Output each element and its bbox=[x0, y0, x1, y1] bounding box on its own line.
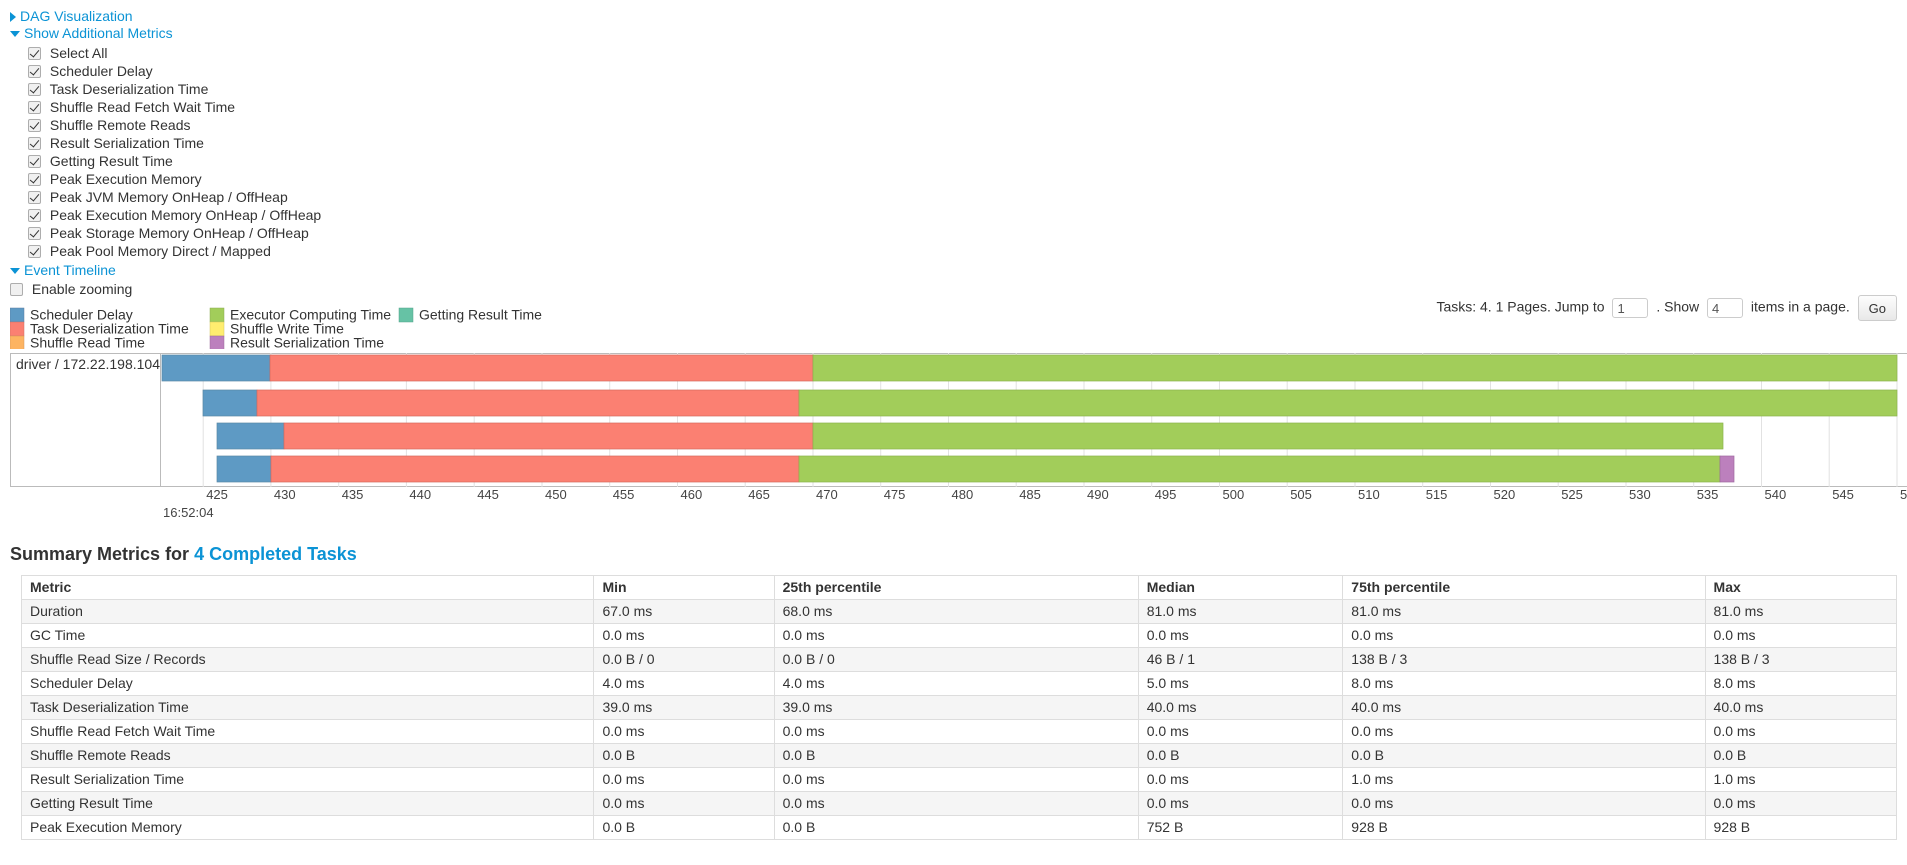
svg-text:465: 465 bbox=[748, 487, 770, 502]
svg-text:Result Serialization Time: Result Serialization Time bbox=[230, 335, 384, 350]
svg-text:530: 530 bbox=[1629, 487, 1651, 502]
svg-text:460: 460 bbox=[681, 487, 703, 502]
svg-text:455: 455 bbox=[613, 487, 635, 502]
svg-text:540: 540 bbox=[1765, 487, 1787, 502]
svg-text:515: 515 bbox=[1426, 487, 1448, 502]
svg-text:450: 450 bbox=[545, 487, 567, 502]
svg-text:445: 445 bbox=[477, 487, 499, 502]
svg-text:500: 500 bbox=[1223, 487, 1245, 502]
svg-text:5: 5 bbox=[1900, 487, 1907, 502]
svg-text:490: 490 bbox=[1087, 487, 1109, 502]
svg-text:495: 495 bbox=[1155, 487, 1177, 502]
svg-text:driver / 172.22.198.104: driver / 172.22.198.104 bbox=[16, 356, 160, 372]
svg-text:485: 485 bbox=[1019, 487, 1041, 502]
svg-text:480: 480 bbox=[952, 487, 974, 502]
svg-text:510: 510 bbox=[1358, 487, 1380, 502]
svg-text:520: 520 bbox=[1494, 487, 1516, 502]
svg-text:440: 440 bbox=[409, 487, 431, 502]
svg-text:425: 425 bbox=[206, 487, 228, 502]
svg-text:525: 525 bbox=[1561, 487, 1583, 502]
svg-text:16:52:04: 16:52:04 bbox=[163, 505, 214, 520]
svg-text:430: 430 bbox=[274, 487, 296, 502]
svg-text:435: 435 bbox=[342, 487, 364, 502]
svg-text:545: 545 bbox=[1832, 487, 1854, 502]
svg-text:505: 505 bbox=[1290, 487, 1312, 502]
svg-text:Shuffle Read Time: Shuffle Read Time bbox=[30, 335, 145, 350]
svg-text:535: 535 bbox=[1697, 487, 1719, 502]
svg-text:470: 470 bbox=[816, 487, 838, 502]
svg-text:Getting Result Time: Getting Result Time bbox=[419, 307, 542, 323]
svg-text:475: 475 bbox=[884, 487, 906, 502]
